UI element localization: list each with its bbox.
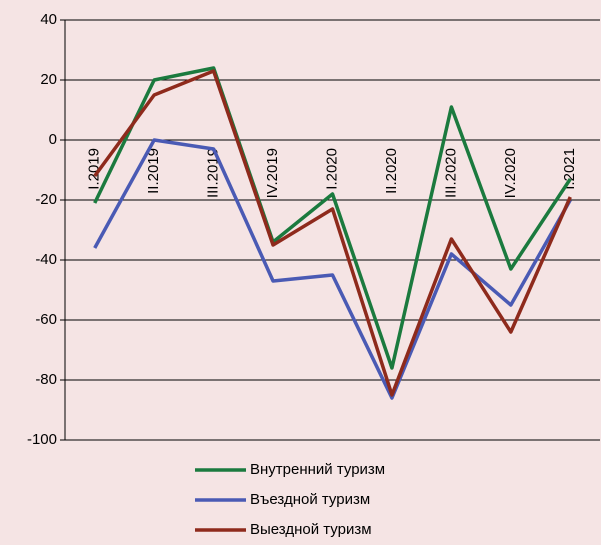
y-tick-label: -100 (27, 431, 57, 448)
y-tick-label: 20 (40, 71, 57, 88)
y-tick-label: -20 (35, 191, 57, 208)
y-tick-label: -60 (35, 311, 57, 328)
y-tick-label: 0 (49, 131, 57, 148)
legend-label: Въездной туризм (250, 491, 370, 508)
legend-label: Выездной туризм (250, 521, 372, 538)
series-line (93, 66, 572, 370)
x-tick-label: III.2020 (442, 148, 459, 198)
y-tick-label: 40 (40, 11, 57, 28)
y-tick-label: -80 (35, 371, 57, 388)
x-tick-label: I.2019 (86, 148, 103, 190)
legend-label: Внутренний туризм (250, 461, 385, 478)
x-tick-label: IV.2019 (264, 148, 281, 198)
x-tick-label: II.2020 (383, 148, 400, 194)
x-tick-label: I.2021 (561, 148, 578, 190)
x-tick-label: I.2020 (323, 148, 340, 190)
x-tick-label: IV.2020 (502, 148, 519, 198)
x-tick-label: II.2019 (145, 148, 162, 194)
series-line (93, 69, 572, 397)
y-tick-label: -40 (35, 251, 57, 268)
series-line (93, 138, 572, 400)
x-tick-label: III.2019 (205, 148, 222, 198)
